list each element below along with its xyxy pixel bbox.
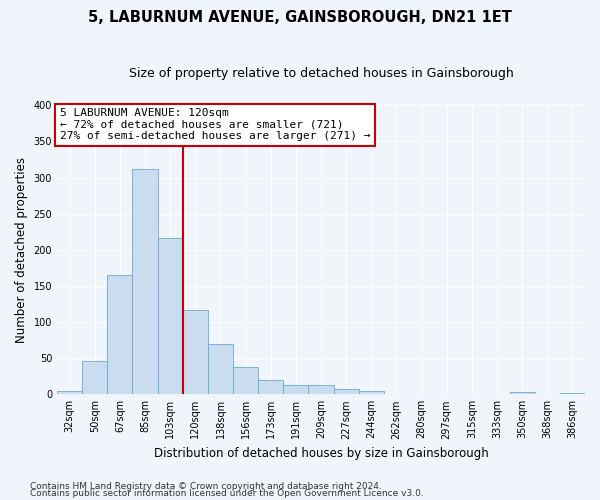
Bar bbox=[258, 380, 283, 394]
Text: 5, LABURNUM AVENUE, GAINSBOROUGH, DN21 1ET: 5, LABURNUM AVENUE, GAINSBOROUGH, DN21 1… bbox=[88, 10, 512, 25]
Bar bbox=[208, 344, 233, 395]
Bar bbox=[133, 169, 158, 394]
Title: Size of property relative to detached houses in Gainsborough: Size of property relative to detached ho… bbox=[128, 68, 514, 80]
Bar bbox=[509, 392, 535, 394]
Bar bbox=[233, 367, 258, 394]
Bar bbox=[57, 390, 82, 394]
Bar bbox=[334, 389, 359, 394]
Bar bbox=[158, 238, 183, 394]
Text: Contains public sector information licensed under the Open Government Licence v3: Contains public sector information licen… bbox=[30, 489, 424, 498]
Bar bbox=[359, 392, 384, 394]
Text: 5 LABURNUM AVENUE: 120sqm
← 72% of detached houses are smaller (721)
27% of semi: 5 LABURNUM AVENUE: 120sqm ← 72% of detac… bbox=[59, 108, 370, 142]
Bar bbox=[283, 385, 308, 394]
X-axis label: Distribution of detached houses by size in Gainsborough: Distribution of detached houses by size … bbox=[154, 447, 488, 460]
Bar bbox=[308, 385, 334, 394]
Bar bbox=[183, 310, 208, 394]
Text: Contains HM Land Registry data © Crown copyright and database right 2024.: Contains HM Land Registry data © Crown c… bbox=[30, 482, 382, 491]
Bar bbox=[107, 275, 133, 394]
Bar bbox=[82, 361, 107, 394]
Y-axis label: Number of detached properties: Number of detached properties bbox=[15, 157, 28, 343]
Bar bbox=[560, 393, 585, 394]
